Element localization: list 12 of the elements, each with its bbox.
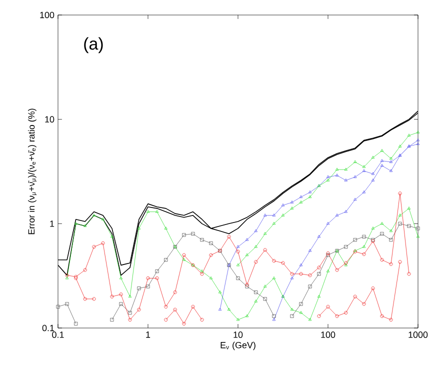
text: Error in (ν$_{μ}$+ν̄$_{μ}$)/(ν$_{e}$+ν̄$_{e}$) ratio (%) xyxy=(28,108,37,234)
y-tick-label: 10 xyxy=(45,116,54,123)
x-tick-label: 10 xyxy=(234,332,243,338)
annotation: (a) xyxy=(84,37,103,54)
x-tick-label: 100 xyxy=(321,332,336,338)
x-tick-label: 1 xyxy=(146,332,150,338)
y-tick-label: 0.1 xyxy=(42,324,54,332)
y-tick-label: 100 xyxy=(40,12,54,18)
y-tick-label: 1 xyxy=(50,220,54,227)
x-tick-label: 1000 xyxy=(408,332,428,338)
x-axis-title: E$_{ν}$ (GeV) xyxy=(220,342,256,350)
x-tick-label: 0.1 xyxy=(52,332,64,338)
